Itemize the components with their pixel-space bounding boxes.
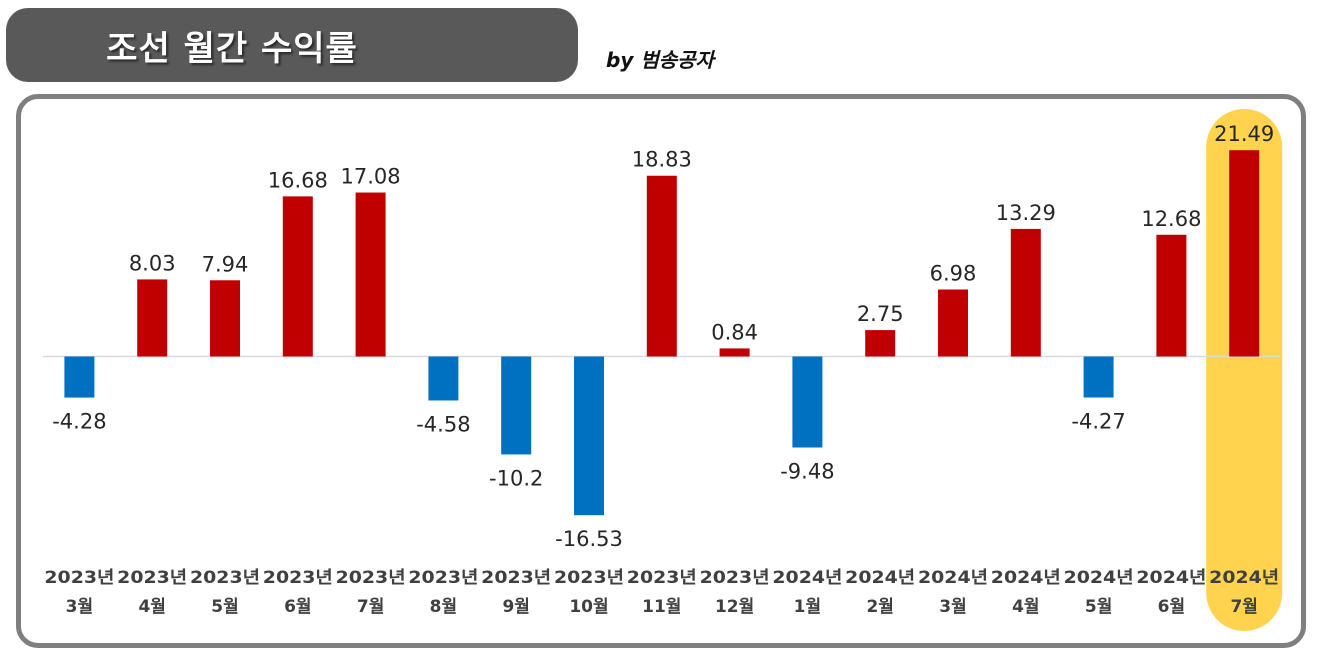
bar-15 — [1083, 356, 1114, 398]
x-tick-month-12: 2월 — [866, 597, 893, 617]
data-label-17: 21.49 — [1214, 122, 1274, 146]
bar-13 — [938, 289, 968, 357]
data-label-16: 12.68 — [1141, 207, 1201, 231]
x-tick-year-14: 2024년 — [991, 568, 1061, 588]
x-tick-year-2: 2023년 — [117, 568, 187, 588]
bar-7 — [501, 356, 532, 455]
x-tick-month-5: 7월 — [357, 597, 384, 617]
data-label-13: 6.98 — [930, 261, 977, 285]
x-tick-year-7: 2023년 — [481, 568, 551, 588]
bar-8 — [574, 356, 604, 516]
x-tick-year-17: 2024년 — [1209, 568, 1279, 588]
x-tick-year-13: 2024년 — [918, 568, 988, 588]
data-label-14: 13.29 — [996, 201, 1056, 225]
x-tick-month-15: 5월 — [1085, 597, 1112, 617]
bar-14 — [1010, 228, 1041, 357]
x-tick-month-4: 6월 — [284, 597, 311, 617]
bar-2 — [137, 279, 168, 357]
x-tick-month-7: 9월 — [502, 597, 529, 617]
data-label-2: 8.03 — [129, 251, 176, 275]
bar-1 — [64, 356, 95, 398]
x-tick-month-8: 10월 — [569, 597, 608, 617]
bar-4 — [282, 196, 313, 357]
data-label-1: -4.28 — [52, 410, 106, 434]
chart-title-banner: 조선 월간 수익률 — [6, 8, 578, 82]
bar-9 — [646, 175, 677, 357]
x-tick-month-6: 8월 — [430, 597, 457, 617]
x-tick-month-2: 4월 — [138, 597, 165, 617]
x-tick-year-3: 2023년 — [190, 568, 260, 588]
x-tick-year-4: 2023년 — [263, 568, 333, 588]
x-tick-year-5: 2023년 — [336, 568, 406, 588]
bar-3 — [210, 280, 240, 357]
data-label-10: 0.84 — [711, 320, 758, 344]
x-tick-month-1: 3월 — [66, 597, 93, 617]
bar-17 — [1229, 150, 1260, 357]
x-tick-year-1: 2023년 — [44, 568, 114, 588]
author-byline: by 범송공자 — [606, 48, 714, 72]
data-label-11: -9.48 — [780, 460, 834, 484]
bar-6 — [428, 356, 459, 401]
data-label-8: -16.53 — [555, 527, 623, 551]
data-label-4: 16.68 — [268, 168, 328, 192]
x-tick-month-14: 4월 — [1012, 597, 1039, 617]
x-tick-year-16: 2024년 — [1136, 568, 1206, 588]
data-label-7: -10.2 — [489, 466, 543, 490]
bar-16 — [1156, 234, 1187, 357]
x-tick-month-3: 5월 — [211, 597, 238, 617]
bar-10 — [719, 348, 750, 357]
data-label-12: 2.75 — [857, 302, 904, 326]
x-tick-month-11: 1월 — [794, 597, 821, 617]
x-tick-month-17: 7월 — [1230, 597, 1257, 617]
x-tick-month-13: 3월 — [939, 597, 966, 617]
x-tick-year-12: 2024년 — [845, 568, 915, 588]
data-label-9: 18.83 — [632, 148, 692, 172]
bar-5 — [355, 192, 386, 357]
x-tick-year-15: 2024년 — [1064, 568, 1134, 588]
data-label-5: 17.08 — [341, 165, 401, 189]
x-tick-year-6: 2023년 — [408, 568, 478, 588]
data-label-3: 7.94 — [202, 252, 249, 276]
bar-12 — [865, 330, 896, 357]
x-tick-month-16: 6월 — [1158, 597, 1185, 617]
highlight-band — [1206, 109, 1283, 631]
chart-title: 조선 월간 수익률 — [106, 28, 358, 69]
x-tick-year-9: 2023년 — [627, 568, 697, 588]
x-tick-month-10: 12월 — [715, 597, 754, 617]
x-tick-month-9: 11월 — [642, 597, 681, 617]
x-tick-year-10: 2023년 — [700, 568, 770, 588]
x-tick-year-11: 2024년 — [772, 568, 842, 588]
data-label-15: -4.27 — [1071, 409, 1125, 433]
bar-11 — [792, 356, 823, 448]
x-tick-year-8: 2023년 — [554, 568, 624, 588]
data-label-6: -4.58 — [416, 412, 470, 436]
